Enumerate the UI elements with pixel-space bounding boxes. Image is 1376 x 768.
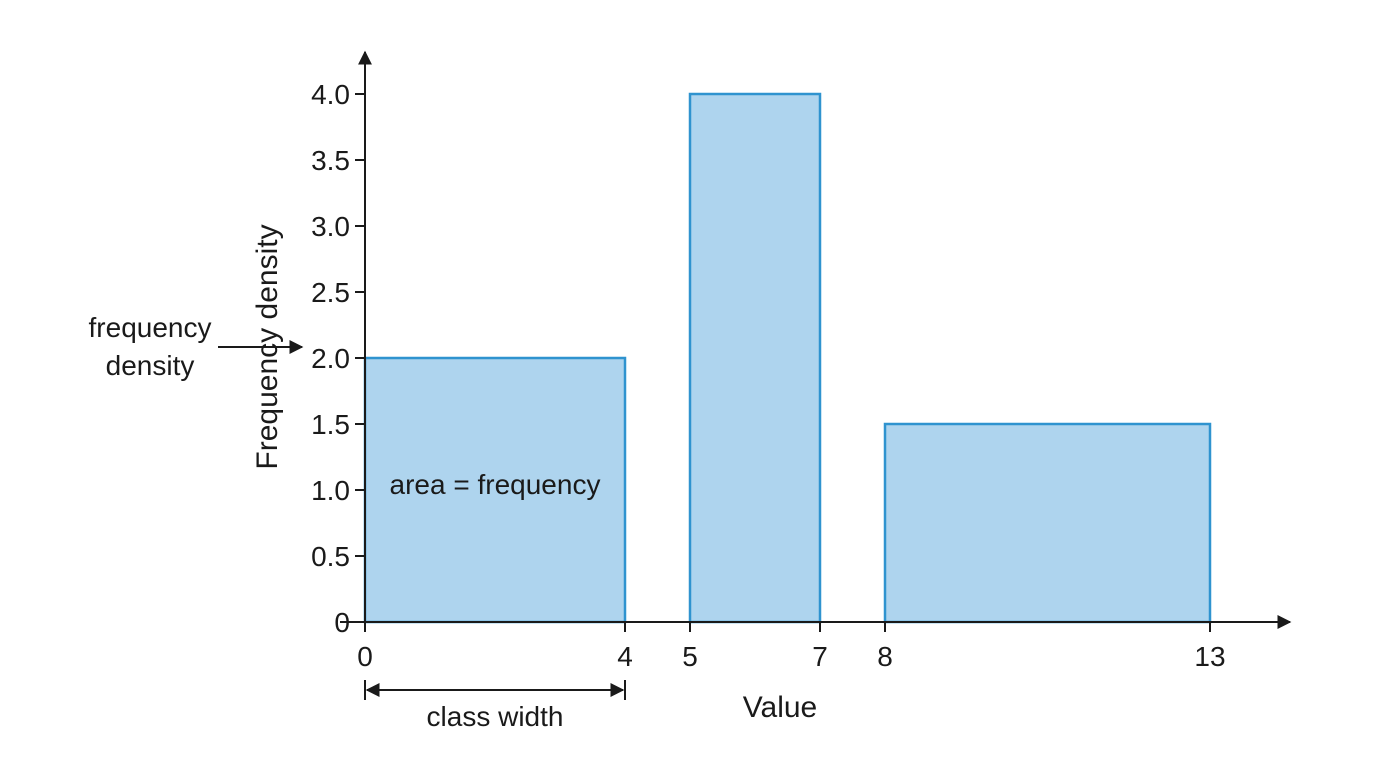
x-tick-label: 0 [357,641,373,672]
bars-group [363,92,1212,624]
y-tick-label: 3.5 [311,145,350,176]
x-tick-label: 5 [682,641,698,672]
y-tick-label: 2.0 [311,343,350,374]
x-tick-label: 8 [877,641,893,672]
x-axis-title: Value [743,691,818,724]
area-equals-frequency-label: area = frequency [390,469,601,500]
x-tick-label: 7 [812,641,828,672]
y-ticks-group: 0 0.5 1.0 1.5 2.0 2.5 3.0 3.5 4.0 [311,79,365,638]
x-ticks-group: 0 4 5 7 8 13 [357,622,1226,672]
histogram-bar-2 [688,92,822,624]
x-tick-label: 4 [617,641,633,672]
x-tick-label: 13 [1194,641,1225,672]
y-tick-label: 4.0 [311,79,350,110]
class-width-label: class width [427,701,564,732]
frequency-density-pointer-label-line2: density [106,350,195,381]
histogram-bar-1 [363,356,627,624]
y-tick-label: 0.5 [311,541,350,572]
histogram-bar-3 [883,422,1212,624]
y-tick-label: 0 [334,607,350,638]
frequency-density-pointer-label-line1: frequency [89,312,212,343]
y-tick-label: 2.5 [311,277,350,308]
y-tick-label: 1.5 [311,409,350,440]
y-tick-label: 1.0 [311,475,350,506]
y-tick-label: 3.0 [311,211,350,242]
